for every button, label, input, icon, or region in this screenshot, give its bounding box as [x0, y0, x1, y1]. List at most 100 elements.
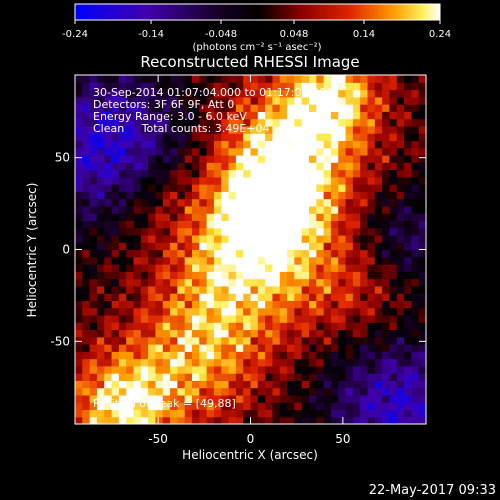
- heatmap-cell: [382, 264, 391, 272]
- heatmap-cell: [367, 293, 376, 301]
- heatmap-cell: [118, 220, 127, 229]
- heatmap-cell: [206, 154, 215, 163]
- heatmap-cell: [213, 184, 222, 192]
- heatmap-cell: [133, 125, 142, 134]
- heatmap-cell: [294, 409, 303, 418]
- heatmap-cell: [411, 125, 420, 134]
- heatmap-cell: [382, 387, 391, 396]
- heatmap-cell: [104, 184, 113, 192]
- heatmap-cell: [184, 322, 193, 331]
- heatmap-cell: [287, 409, 295, 418]
- heatmap-cell: [148, 198, 157, 207]
- heatmap-cell: [287, 205, 295, 214]
- heatmap-cell: [235, 89, 244, 98]
- heatmap-cell: [221, 96, 230, 105]
- heatmap-cell: [104, 96, 113, 105]
- heatmap-cell: [323, 264, 332, 272]
- heatmap-cell: [330, 111, 339, 120]
- heatmap-cell: [287, 365, 295, 374]
- heatmap-cell: [75, 387, 83, 396]
- heatmap-cell: [75, 118, 83, 127]
- heatmap-cell: [301, 227, 310, 236]
- heatmap-cell: [118, 96, 127, 105]
- heatmap-cell: [396, 351, 405, 360]
- heatmap-cell: [360, 111, 369, 120]
- heatmap-cell: [316, 125, 325, 134]
- heatmap-cell: [330, 220, 339, 229]
- heatmap-cell: [75, 133, 83, 142]
- heatmap-cell: [316, 256, 325, 265]
- heatmap-cell: [199, 344, 208, 352]
- heatmap-cell: [89, 336, 98, 345]
- heatmap-cell: [374, 387, 383, 396]
- heatmap-cell: [111, 213, 120, 222]
- heatmap-cell: [104, 380, 113, 389]
- heatmap-cell: [250, 293, 259, 301]
- heatmap-cell: [323, 111, 332, 120]
- heatmap-cell: [221, 140, 230, 149]
- heatmap-cell: [279, 184, 288, 192]
- heatmap-cell: [367, 133, 376, 142]
- heatmap-cell: [89, 82, 98, 91]
- heatmap-cell: [367, 82, 376, 91]
- heatmap-cell: [257, 271, 266, 280]
- heatmap-cell: [287, 387, 295, 396]
- heatmap-cell: [140, 140, 149, 149]
- heatmap-cell: [272, 394, 281, 403]
- heatmap-cell: [221, 387, 230, 396]
- heatmap-cell: [367, 380, 376, 389]
- heatmap-cell: [184, 314, 193, 323]
- heatmap-cell: [89, 264, 98, 272]
- heatmap-cell: [104, 249, 113, 258]
- y-tick-label: 50: [55, 151, 70, 165]
- heatmap-cell: [192, 220, 200, 229]
- heatmap-cell: [338, 336, 347, 345]
- heatmap-cell: [206, 96, 215, 105]
- heatmap-cell: [104, 154, 113, 163]
- heatmap-cell: [118, 205, 127, 214]
- heatmap-cell: [89, 351, 98, 360]
- heatmap-cell: [206, 293, 215, 301]
- heatmap-cell: [316, 373, 325, 381]
- heatmap-cell: [111, 314, 120, 323]
- heatmap-cell: [257, 351, 266, 360]
- heatmap-cell: [133, 89, 142, 98]
- heatmap-cell: [396, 89, 405, 98]
- heatmap-cell: [301, 242, 310, 251]
- heatmap-cell: [279, 416, 288, 424]
- heatmap-cell: [301, 96, 310, 105]
- heatmap-cell: [104, 344, 113, 352]
- heatmap-cell: [170, 162, 178, 171]
- heatmap-cell: [338, 125, 347, 134]
- heatmap-cell: [155, 242, 164, 251]
- heatmap-cell: [309, 380, 317, 389]
- heatmap-cell: [170, 96, 178, 105]
- heatmap-cell: [243, 409, 252, 418]
- heatmap-cell: [374, 176, 383, 185]
- heatmap-cell: [316, 387, 325, 396]
- heatmap-cell: [396, 140, 405, 149]
- heatmap-cell: [213, 293, 222, 301]
- heatmap-cell: [243, 140, 252, 149]
- heatmap-cell: [265, 336, 274, 345]
- heatmap-cell: [96, 351, 105, 360]
- heatmap-cell: [170, 307, 178, 316]
- heatmap-cell: [418, 416, 426, 424]
- heatmap-cell: [162, 285, 171, 294]
- heatmap-cell: [213, 82, 222, 91]
- heatmap-cell: [345, 227, 354, 236]
- heatmap-cell: [294, 365, 303, 374]
- heatmap-cell: [162, 89, 171, 98]
- heatmap-cell: [279, 104, 288, 112]
- heatmap-cell: [323, 125, 332, 134]
- heatmap-cell: [367, 213, 376, 222]
- heatmap-cell: [367, 205, 376, 214]
- heatmap-cell: [330, 191, 339, 200]
- heatmap-cell: [382, 344, 391, 352]
- heatmap-cell: [404, 162, 412, 171]
- heatmap-cell: [111, 198, 120, 207]
- heatmap-cell: [250, 82, 259, 91]
- heatmap-cell: [184, 191, 193, 200]
- heatmap-cell: [82, 191, 91, 200]
- heatmap-cell: [257, 322, 266, 331]
